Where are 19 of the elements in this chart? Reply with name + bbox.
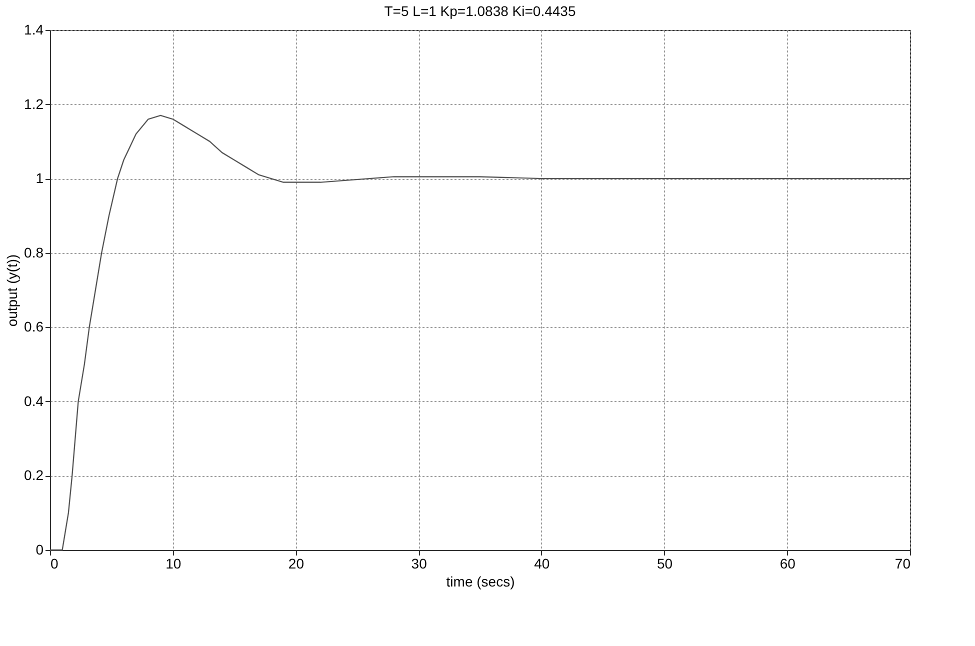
x-axis-title: time (secs) [446,574,515,590]
y-tick-label: 0 [36,542,44,558]
y-tick-label: 0.2 [24,467,44,484]
y-tick-label: 1.2 [24,96,44,112]
y-tick-label: 0.6 [24,318,44,335]
x-tick-label: 50 [656,556,673,572]
y-tick-label: 1 [36,170,44,186]
x-tick-label: 20 [288,556,304,572]
y-tick-label: 0.4 [24,392,44,409]
x-tick-label: 60 [780,556,796,572]
x-tick-label: 70 [894,556,911,572]
x-tick-label: 40 [534,556,550,572]
chart-title: T=5 L=1 Kp=1.0838 Ki=0.4435 [384,3,576,19]
y-axis-title: output (y(t)) [4,254,20,327]
y-tick-label: 0.8 [24,244,44,260]
x-tick-label: 30 [411,556,428,572]
x-tick-label: 0 [50,556,58,572]
y-tick-label: 1.4 [24,22,44,38]
x-tick-label: 10 [166,556,182,572]
